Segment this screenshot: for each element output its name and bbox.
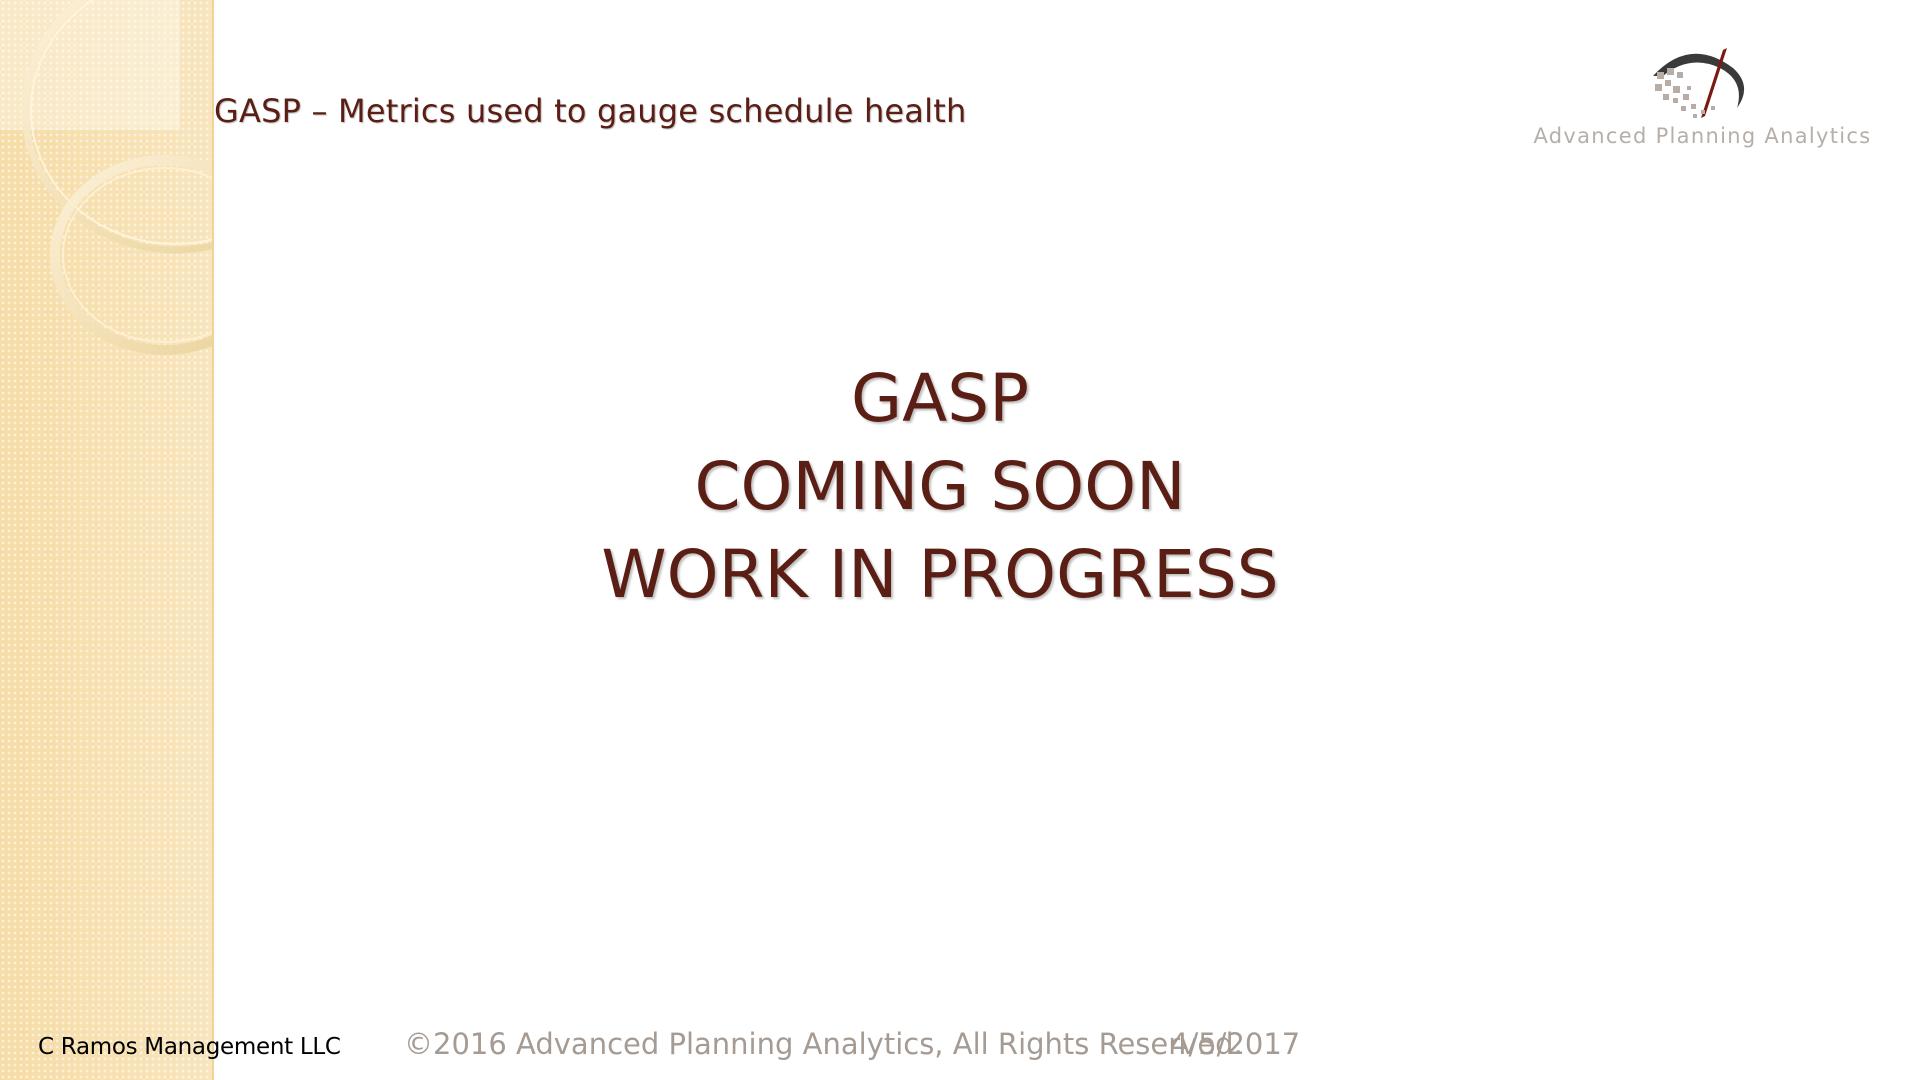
main-line-coming-soon: COMING SOON — [694, 448, 1186, 525]
company-logo: Advanced Planning Analytics — [1505, 46, 1900, 156]
footer-company-name: C Ramos Management LLC — [38, 1034, 341, 1060]
side-panel-divider — [212, 0, 214, 1080]
main-message: GASP COMING SOON WORK IN PROGRESS — [440, 355, 1440, 619]
logo-text: Advanced Planning Analytics — [1533, 124, 1872, 148]
decorative-side-panel — [0, 0, 214, 1080]
footer-copyright: ©2016 Advanced Planning Analytics, All R… — [404, 1027, 1243, 1061]
footer-date: 4/5/2017 — [1170, 1027, 1301, 1061]
slide-header-title: GASP – Metrics used to gauge schedule he… — [214, 92, 967, 130]
advanced-planning-analytics-logo-icon — [1653, 48, 1745, 118]
main-line-gasp: GASP — [851, 360, 1029, 437]
decorative-rings-icon — [0, 0, 214, 355]
main-line-work-in-progress: WORK IN PROGRESS — [601, 536, 1279, 613]
